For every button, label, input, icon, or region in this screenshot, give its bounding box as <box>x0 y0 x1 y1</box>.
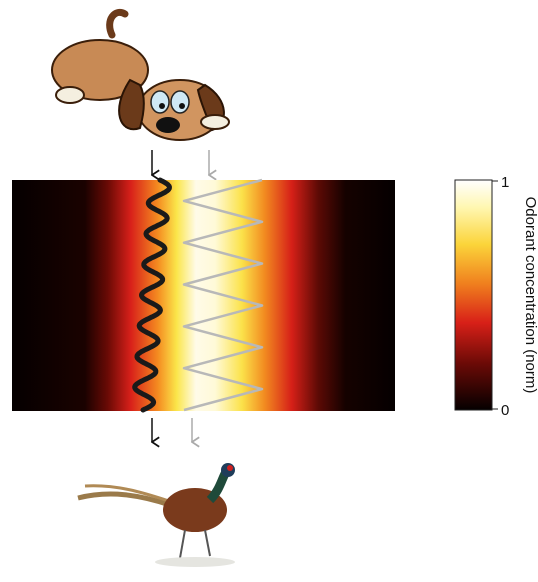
dog-illustration <box>51 9 230 141</box>
colorbar-min-label: 0 <box>501 402 509 419</box>
odor-plume <box>12 180 395 411</box>
colorbar-label: Odorant concentration (norm) <box>522 197 538 394</box>
search-path-gray <box>182 178 264 412</box>
colorbar <box>454 179 493 411</box>
search-path-black <box>132 177 172 413</box>
pheasant-illustration <box>77 463 235 567</box>
colorbar-max-label: 1 <box>501 174 509 191</box>
